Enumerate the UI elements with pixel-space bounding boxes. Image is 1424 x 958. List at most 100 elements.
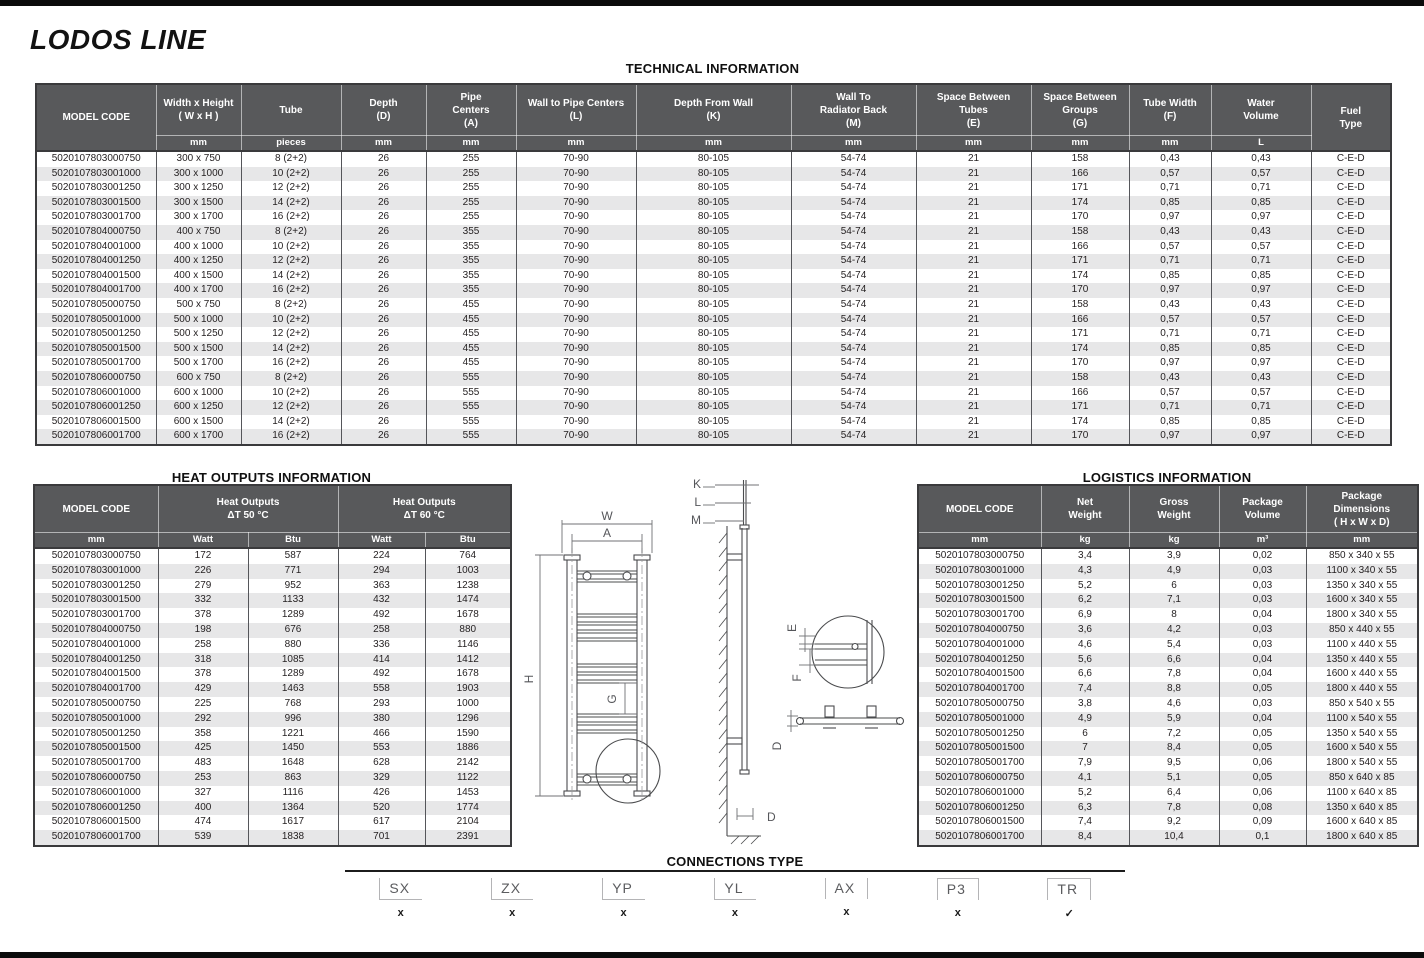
table-cell: 1600 x 540 x 55: [1305, 741, 1419, 757]
table-cell: 0,71: [1210, 181, 1312, 196]
dim-label-e: E: [785, 624, 799, 632]
table-cell: 294: [337, 563, 426, 579]
table-cell: 500 x 1500: [155, 341, 242, 357]
table-cell: 378: [157, 608, 249, 623]
table-cell: 1000: [424, 696, 512, 712]
table-cell: 80-105: [635, 283, 792, 298]
table-cell: 1800 x 340 x 55: [1305, 608, 1419, 623]
table-cell: 952: [247, 578, 339, 594]
column-header-wall-to-pipe-centers: Wall to Pipe Centers (L): [515, 83, 637, 136]
table-row: 5020107805001250 6 7,2 0,05 1350 x 540 x 55: [917, 726, 1419, 742]
table-cell: 0,97: [1210, 429, 1312, 445]
table-cell: 0,57: [1128, 239, 1212, 255]
table-cell: C-E-D: [1310, 254, 1392, 269]
table-cell: 318: [157, 652, 249, 668]
table-row: 5020107805000750 500 x 750 8 (2+2) 26 455 70-…: [35, 297, 1392, 313]
table-cell: 10 (2+2): [240, 385, 342, 401]
table-cell: 5020107806001000: [917, 785, 1042, 801]
table-cell: 5020107806001250: [917, 800, 1042, 816]
table-row: 5020107803001250 279 952 363 1238: [33, 578, 512, 594]
table-row: 5020107806001700 8,4 10,4 0,1 1800 x 640 x 8…: [917, 830, 1419, 846]
column-header-package-volume: Package Volume: [1218, 484, 1307, 533]
table-cell: 1474: [424, 593, 512, 609]
table-cell: 5020107806001000: [33, 785, 159, 801]
bottom-divider-bar: [0, 952, 1424, 958]
table-row: 5020107805001700 500 x 1700 16 (2+2) 26 455 7…: [35, 356, 1392, 371]
table-cell: 0,06: [1218, 785, 1307, 801]
table-cell: 1133: [247, 593, 339, 609]
table-cell: 8 (2+2): [240, 224, 342, 240]
table-cell: 12 (2+2): [240, 181, 342, 196]
table-cell: 174: [1030, 341, 1130, 357]
table-cell: C-E-D: [1310, 312, 1392, 328]
table-cell: 0,97: [1128, 283, 1212, 298]
table-cell: 7,8: [1128, 667, 1220, 683]
table-cell: 300 x 750: [155, 151, 242, 167]
table-cell: 414: [337, 652, 426, 668]
table-cell: C-E-D: [1310, 181, 1392, 196]
table-cell: 5020107805001250: [33, 726, 159, 742]
table-cell: 378: [157, 667, 249, 683]
table-cell: 6,4: [1128, 785, 1220, 801]
unit-cell: kg: [1128, 532, 1220, 549]
table-cell: 0,85: [1210, 341, 1312, 357]
table-cell: 7,4: [1040, 682, 1130, 697]
table-row: 5020107804001250 400 x 1250 12 (2+2) 26 355 7…: [35, 254, 1392, 269]
table-cell: 5,6: [1040, 652, 1130, 668]
table-cell: 600 x 1250: [155, 400, 242, 415]
table-cell: 1600 x 340 x 55: [1305, 593, 1419, 609]
table-cell: 174: [1030, 268, 1130, 284]
table-cell: 500 x 1000: [155, 312, 242, 328]
table-cell: 0,71: [1128, 327, 1212, 342]
front-view-centerlines: [571, 548, 643, 802]
table-cell: 5020107803000750: [917, 548, 1042, 564]
table-cell: 400 x 1000: [155, 239, 242, 255]
table-cell: 355: [425, 283, 517, 298]
heat-outputs-table: MODEL CODE Heat Outputs ΔT 50 °C Heat Ou…: [33, 484, 512, 847]
table-cell: 5020107803000750: [33, 548, 159, 564]
table-cell: 0,57: [1210, 239, 1312, 255]
unit-cell: mm: [155, 135, 242, 152]
table-cell: 1800 x 440 x 55: [1305, 682, 1419, 697]
table-cell: 21: [915, 312, 1032, 328]
table-cell: 26: [340, 151, 427, 167]
table-cell: 5020107804001000: [33, 637, 159, 653]
table-cell: 539: [157, 830, 249, 846]
table-cell: 380: [337, 711, 426, 727]
column-header-package-dimensions: Package Dimensions ( H x W x D): [1305, 484, 1419, 533]
table-cell: 0,05: [1218, 726, 1307, 742]
table-cell: 455: [425, 341, 517, 357]
connection-frame-icon: ZX: [491, 878, 534, 900]
table-cell: 1146: [424, 637, 512, 653]
table-row: 5020107805001500 425 1450 553 1886: [33, 741, 512, 757]
table-cell: 5,2: [1040, 785, 1130, 801]
table-cell: 16 (2+2): [240, 283, 342, 298]
table-cell: 26: [340, 370, 427, 386]
table-cell: 0,03: [1218, 696, 1307, 712]
table-cell: 21: [915, 151, 1032, 167]
table-cell: 0,43: [1128, 151, 1212, 167]
technical-information-title: TECHNICAL INFORMATION: [625, 61, 800, 76]
table-cell: 80-105: [635, 239, 792, 255]
table-cell: 70-90: [515, 151, 637, 167]
table-cell: 0,43: [1210, 370, 1312, 386]
table-cell: 701: [337, 830, 426, 846]
table-cell: 5020107806001250: [33, 800, 159, 816]
table-row: 5020107803001500 332 1133 432 1474: [33, 593, 512, 609]
table-cell: 26: [340, 385, 427, 401]
table-cell: 26: [340, 341, 427, 357]
table-cell: 170: [1030, 283, 1130, 298]
table-cell: 5020107804000750: [917, 622, 1042, 638]
connections-type-title: CONNECTIONS TYPE: [666, 854, 804, 869]
table-cell: 0,97: [1210, 283, 1312, 298]
table-cell: 158: [1030, 370, 1130, 386]
table-cell: 466: [337, 726, 426, 742]
table-cell: 5020107803001700: [35, 210, 157, 225]
table-cell: 26: [340, 429, 427, 445]
unit-cell: mm: [425, 135, 517, 152]
table-cell: 7,4: [1040, 815, 1130, 831]
table-cell: 5020107805000750: [33, 696, 159, 712]
table-row: 5020107806001250 600 x 1250 12 (2+2) 26 555 7…: [35, 400, 1392, 415]
connection-label: AX: [834, 880, 856, 896]
table-cell: 54-74: [790, 414, 917, 430]
